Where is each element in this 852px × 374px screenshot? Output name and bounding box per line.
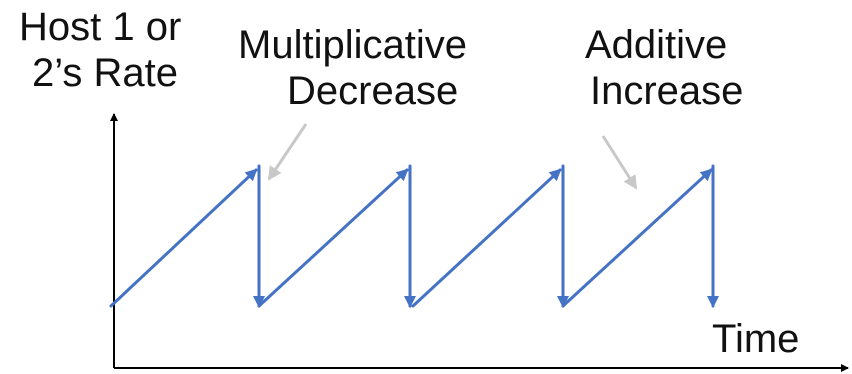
additive-increase-segment-1 [109, 168, 258, 308]
additive-increase-pointer-arrow [601, 135, 638, 190]
additive-increase-segment-4 [561, 168, 713, 308]
multiplicative-decrease-label-line1: Multiplicative [238, 23, 467, 67]
additive-increase-label-line2: Increase [590, 69, 744, 113]
rate-curve [109, 164, 719, 308]
x-axis-label: Time [712, 317, 800, 361]
y-axis-label-line2: 2’s Rate [32, 51, 179, 95]
additive-increase-segment-3 [411, 168, 562, 308]
y-axis-label-line1: Host 1 or [19, 5, 182, 49]
multiplicative-decrease-label-line2: Decrease [287, 69, 459, 113]
multiplicative-decrease-pointer-arrow [267, 123, 308, 181]
additive-increase-segment-2 [257, 168, 409, 308]
additive-increase-label-line1: Additive [585, 23, 728, 67]
